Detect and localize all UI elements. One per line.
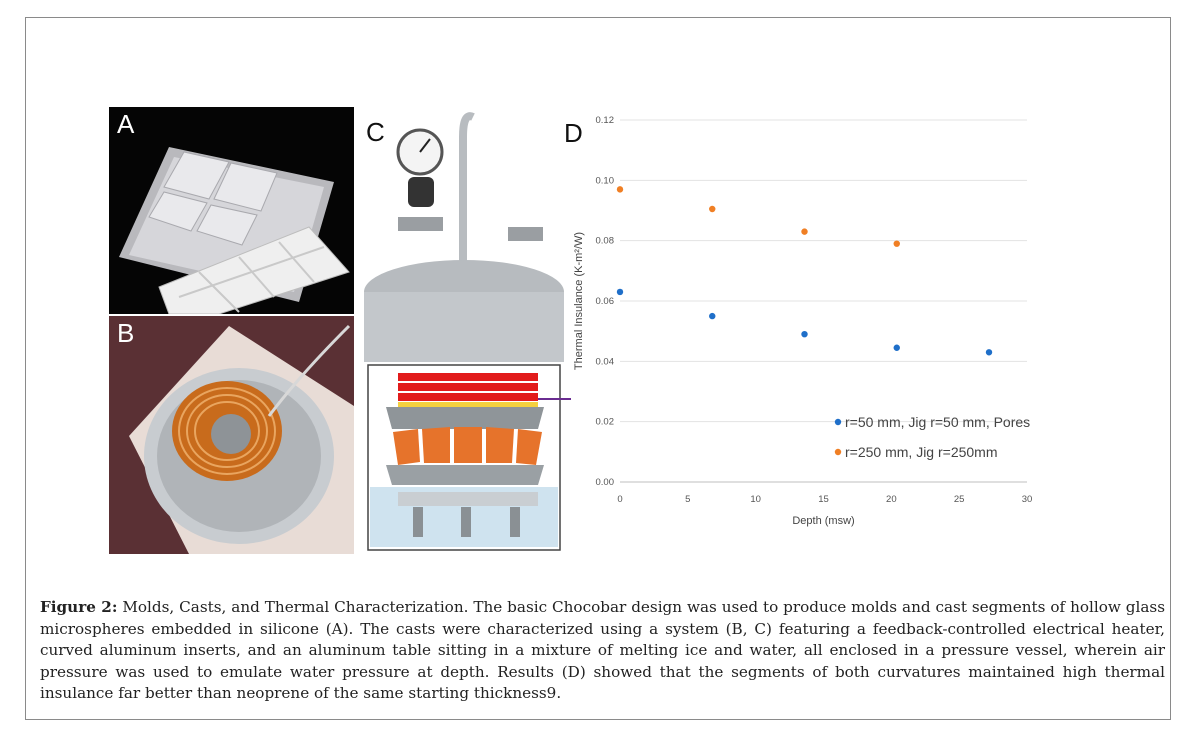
panel-label-b: B xyxy=(117,318,135,348)
y-tick-label: 0.04 xyxy=(596,356,615,367)
y-axis-label: Thermal Insulance (K-m²/W) xyxy=(573,232,585,370)
y-tick-label: 0.02 xyxy=(596,417,615,428)
data-point-series-2 xyxy=(709,205,716,213)
data-point-series-2 xyxy=(893,240,900,247)
legend-entry: r=250 mm, Jig r=250mm xyxy=(845,444,998,460)
data-point-series-1 xyxy=(616,288,624,296)
figure-frame xyxy=(25,17,1171,720)
legend-marker xyxy=(834,448,842,456)
data-point-series-2 xyxy=(801,228,808,235)
data-point-series-1 xyxy=(801,330,808,338)
y-tick-label: 0.12 xyxy=(596,115,615,126)
panel-b-heater-photo: B xyxy=(109,316,354,554)
panel-label-c: C xyxy=(366,117,385,147)
x-tick-label: 25 xyxy=(954,494,965,505)
x-tick-label: 30 xyxy=(1022,494,1033,505)
pressure-vessel-illustration xyxy=(364,112,571,551)
heater-illustration xyxy=(109,316,354,554)
panel-label-a: A xyxy=(117,109,135,139)
panel-d-chart: D 0.00 0.02 0.04 0.06 0.08 0.10 0.12 0 5 10 15 20 2… xyxy=(560,110,1040,540)
caption-text: Molds, Casts, and Thermal Characterizati… xyxy=(40,598,1165,702)
x-tick-label: 10 xyxy=(750,494,761,505)
data-point-series-2 xyxy=(616,186,624,193)
y-tick-label: 0.00 xyxy=(596,477,615,488)
thermal-insulance-scatter-chart: D 0.00 0.02 0.04 0.06 0.08 0.10 0.12 0 5 10 15 20 2… xyxy=(564,115,1033,527)
y-tick-label: 0.10 xyxy=(596,175,615,186)
x-tick-label: 20 xyxy=(886,494,897,505)
legend-entry: r=50 mm, Jig r=50 mm, Pores xyxy=(845,414,1030,430)
x-axis-label: Depth (msw) xyxy=(792,515,854,527)
caption-label: Figure 2: xyxy=(40,598,118,616)
x-tick-label: 15 xyxy=(818,494,829,505)
x-tick-label: 5 xyxy=(685,494,690,505)
data-point-series-1 xyxy=(985,349,993,356)
data-point-series-1 xyxy=(709,312,716,320)
y-tick-label: 0.08 xyxy=(596,236,615,247)
legend-marker xyxy=(834,418,842,426)
x-tick-label: 0 xyxy=(617,494,622,505)
y-tick-label: 0.06 xyxy=(596,296,615,307)
panel-c-pressure-vessel: C xyxy=(358,107,571,554)
chart-legend: r=50 mm, Jig r=50 mm, Pores r=250 mm, Jig… xyxy=(834,414,1030,460)
panel-label-d: D xyxy=(564,118,583,148)
figure-caption: Figure 2: Molds, Casts, and Thermal Char… xyxy=(40,597,1165,705)
panel-a-molds-photo: A xyxy=(109,107,354,314)
molds-illustration xyxy=(119,147,350,314)
data-point-series-1 xyxy=(893,344,900,351)
